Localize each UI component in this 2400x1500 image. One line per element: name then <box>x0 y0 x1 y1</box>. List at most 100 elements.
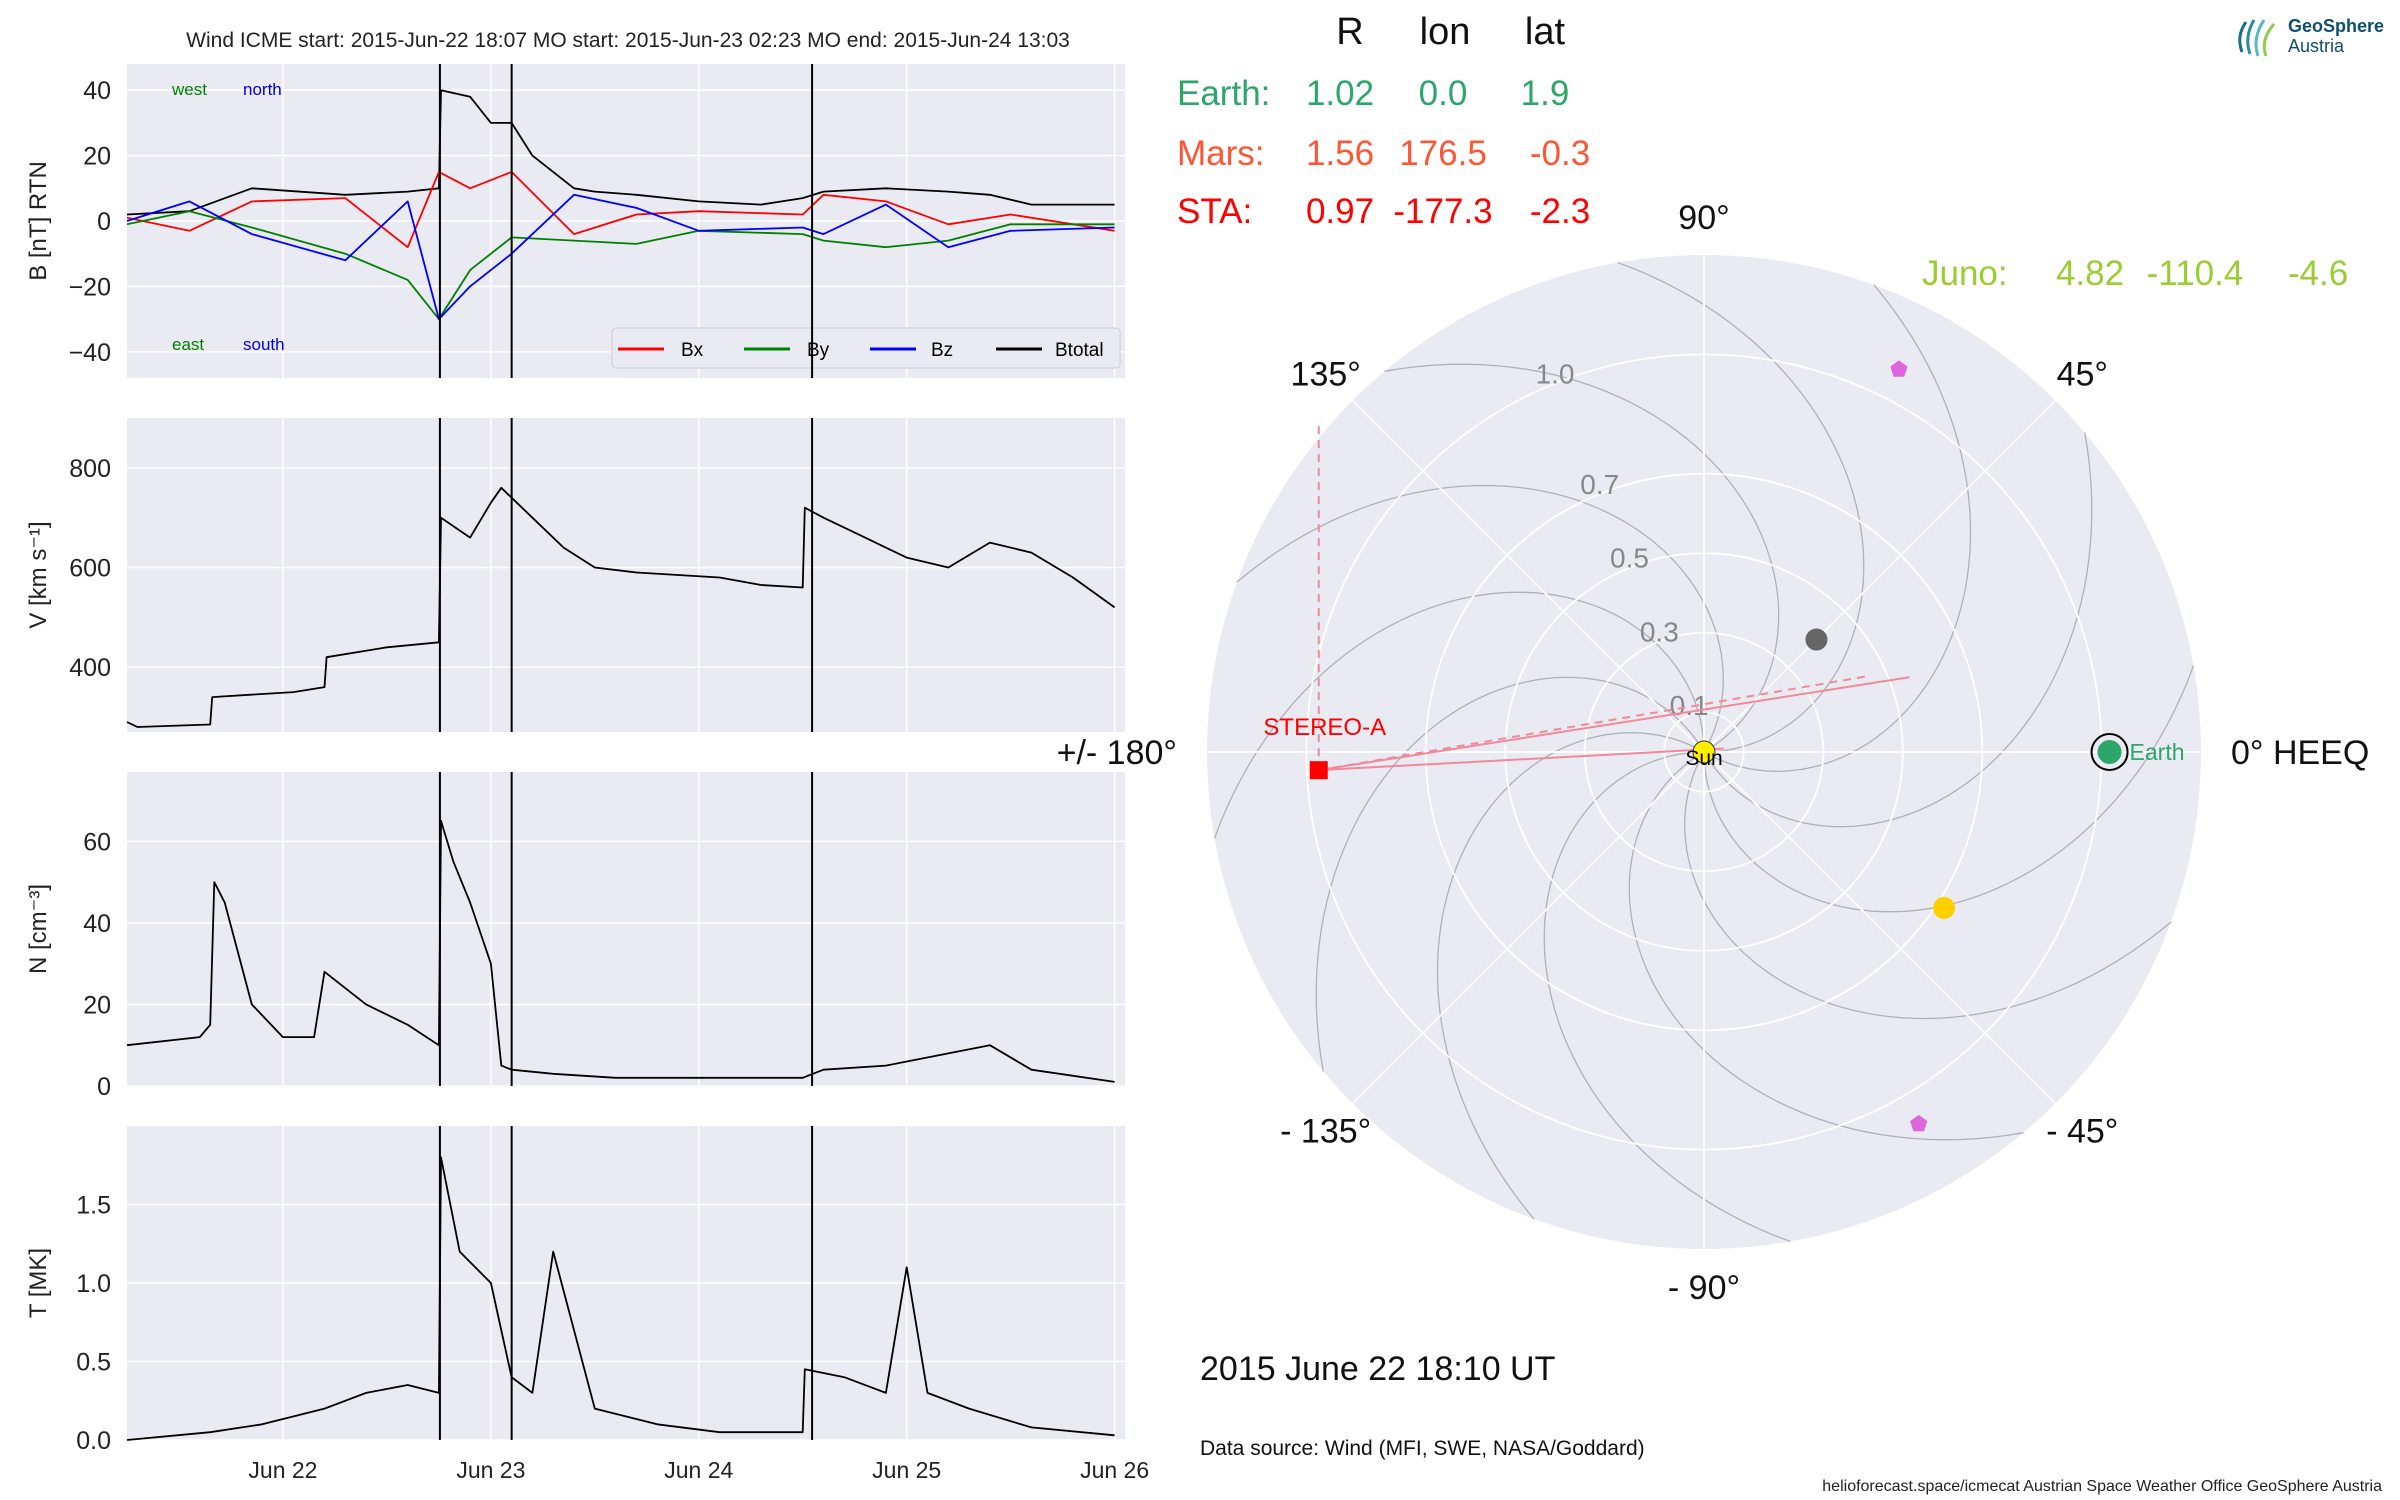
x-tick-label: Jun 24 <box>664 1457 733 1483</box>
panel-b: 40 20 0 −20 −40 B [nT] RTN west north east s… <box>25 64 1125 378</box>
earth-marker <box>2097 740 2122 764</box>
angle-label: 135° <box>1291 356 1361 394</box>
table-cell-lat: -2.3 <box>1530 192 1590 231</box>
footer-credit: helioforecast.space/icmecat Austrian Spa… <box>1822 1478 2382 1495</box>
legend-label-bx: Bx <box>681 340 704 361</box>
parker-spiral <box>1543 751 1791 1243</box>
table-cell-lat: 1.9 <box>1521 74 1570 113</box>
panel-n-grid <box>127 772 1125 1087</box>
legend: Bx By Bz Btotal <box>611 327 1121 369</box>
series-line-by <box>126 210 1115 321</box>
sun-label: Sun <box>1685 747 1722 770</box>
x-tick-label: Jun 26 <box>1080 1457 1149 1483</box>
parker-spiral <box>1703 432 2093 828</box>
series-line-btotal <box>126 89 1115 216</box>
x-tick-label: Jun 23 <box>456 1457 525 1483</box>
y-tick-label: 0 <box>97 208 111 236</box>
radial-label: 0.7 <box>1580 469 1619 500</box>
table-cell-R: 1.02 <box>1306 74 1374 113</box>
earth-ring <box>2090 733 2129 771</box>
panel-t-ylabel: T [MK] <box>25 1248 52 1318</box>
panel-b-ylabel: B [nT] RTN <box>25 161 52 281</box>
y-tick-label: 400 <box>69 654 111 682</box>
polar-spirals <box>1213 261 2195 1243</box>
panel-b-series <box>126 89 1115 321</box>
polar-bodies: Sun Earth STEREO-A <box>1263 360 2185 1132</box>
panel-n-yticks: 60 40 20 0 <box>83 828 111 1101</box>
parker-spiral <box>1703 665 2195 913</box>
label-east: east <box>172 335 204 354</box>
panel-n-series <box>126 820 1115 1083</box>
label-south: south <box>243 335 285 354</box>
table-row-name: Juno: <box>1922 254 2008 293</box>
table-row-name: Mars: <box>1177 134 1265 173</box>
panel-v-grid <box>127 418 1125 732</box>
series-line-data <box>126 820 1115 1083</box>
y-tick-label: 1.5 <box>76 1192 111 1220</box>
panel-n: 60 40 20 0 N [cm⁻³] <box>25 772 1125 1101</box>
x-axis-ticks: Jun 22 Jun 23 Jun 24 Jun 25 Jun 26 <box>248 1457 1149 1483</box>
table-cell-lon: -110.4 <box>2147 254 2244 293</box>
date-label: 2015 June 22 18:10 UT <box>1200 1350 1555 1388</box>
table-row-name: Earth: <box>1177 74 1270 113</box>
parker-spiral <box>1628 751 2024 1141</box>
logo-mark-icon <box>2238 19 2276 57</box>
panel-t-grid <box>127 1126 1125 1441</box>
table-cell-lon: 0.0 <box>1419 74 1468 113</box>
panel-b-grid <box>127 64 1125 378</box>
panel-t-series <box>126 1156 1115 1441</box>
radial-label: 0.3 <box>1640 616 1679 647</box>
table-cell-lon: -177.3 <box>1393 192 1492 231</box>
series-line-bz <box>126 193 1115 321</box>
table-cell-lat: -0.3 <box>1530 134 1590 173</box>
y-tick-label: 40 <box>83 910 111 938</box>
planet-marker-grey <box>1805 628 1828 651</box>
table-header-lon: lon <box>1420 11 1471 53</box>
pentagon-marker <box>1910 1114 1928 1132</box>
sta-fov-line <box>1318 747 1724 772</box>
legend-label-bz: Bz <box>931 340 953 361</box>
table-header-lat: lat <box>1525 11 1566 53</box>
angle-label: - 45° <box>2046 1112 2118 1150</box>
radial-label: 0.5 <box>1610 543 1649 574</box>
panel-t-yticks: 1.5 1.0 0.5 0.0 <box>76 1192 111 1456</box>
polar-grid-spoke <box>1351 399 1705 753</box>
panel-v-ylabel: V [km s⁻¹] <box>25 521 52 628</box>
data-source: Data source: Wind (MFI, SWE, NASA/Goddar… <box>1200 1437 1645 1460</box>
panel-v: 800 600 400 V [km s⁻¹] <box>25 418 1125 732</box>
angle-label: - 135° <box>1280 1112 1371 1150</box>
polar-grid-spoke <box>1351 751 1705 1105</box>
sta-label: STEREO-A <box>1263 714 1386 741</box>
angle-label: - 90° <box>1668 1269 1740 1307</box>
label-north: north <box>243 80 282 99</box>
table-cell-R: 0.97 <box>1306 192 1374 231</box>
panel-v-bg <box>127 418 1125 732</box>
legend-box <box>611 327 1121 369</box>
y-tick-label: 40 <box>83 77 111 105</box>
parker-spiral <box>1617 261 1865 753</box>
planet-marker-yellow <box>1933 896 1956 919</box>
table-header-R: R <box>1336 11 1363 53</box>
legend-label-by: By <box>807 340 830 361</box>
y-tick-label: 800 <box>69 455 111 483</box>
label-west: west <box>171 80 207 99</box>
y-tick-label: 0 <box>97 1073 111 1101</box>
y-tick-label: −20 <box>69 273 111 301</box>
panel-b-yticks: 40 20 0 −20 −40 <box>69 77 111 367</box>
logo-name: GeoSphere <box>2288 16 2385 36</box>
parker-spiral <box>1684 751 2172 1020</box>
y-tick-label: 20 <box>83 143 111 171</box>
sta-fov-line <box>1318 675 1867 772</box>
panel-t: 1.5 1.0 0.5 0.0 T [MK] <box>25 1126 1125 1455</box>
y-tick-label: 0.0 <box>76 1427 111 1455</box>
y-tick-label: 0.5 <box>76 1349 111 1377</box>
radial-label: 1.0 <box>1536 358 1575 389</box>
sta-marker <box>1309 761 1328 780</box>
series-line-bx <box>126 170 1115 249</box>
table-row-name: STA: <box>1177 192 1252 231</box>
parker-spiral <box>1703 284 1972 772</box>
earth-label: Earth <box>2130 739 2185 765</box>
y-tick-label: 600 <box>69 555 111 583</box>
